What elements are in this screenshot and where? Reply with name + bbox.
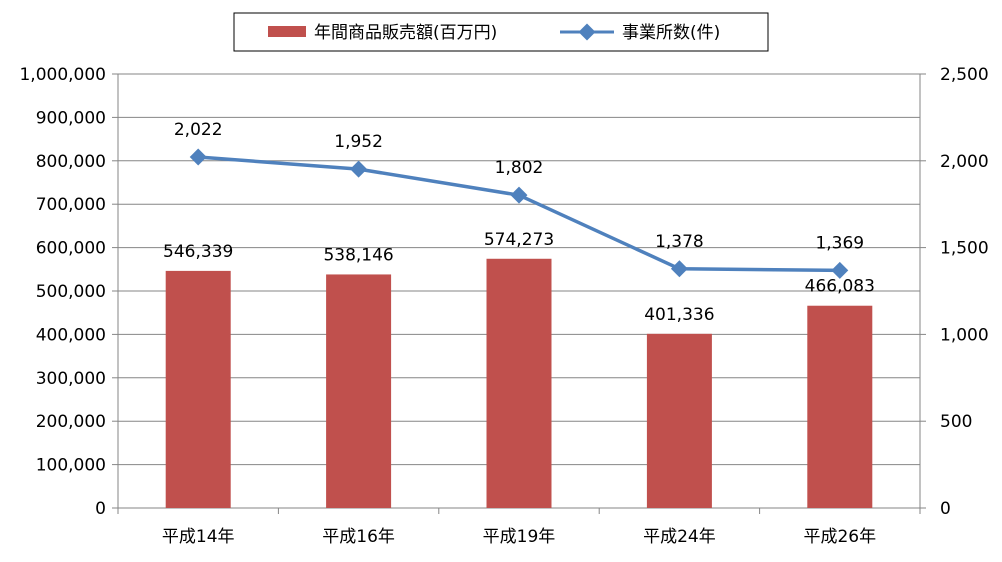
x-tick-label: 平成26年 (803, 527, 876, 547)
bar-data-label: 401,336 (644, 305, 714, 325)
bar (807, 305, 873, 508)
line-data-label: 1,802 (495, 158, 544, 178)
right-tick-label: 1,000 (940, 325, 989, 345)
x-tick-label: 平成24年 (643, 527, 716, 547)
line-marker (831, 261, 849, 279)
left-tick-label: 300,000 (36, 369, 106, 389)
left-tick-label: 500,000 (36, 282, 106, 302)
legend-line-marker (578, 23, 596, 41)
bar-data-label: 538,146 (323, 245, 393, 265)
left-tick-label: 1,000,000 (19, 65, 106, 85)
left-tick-label: 700,000 (36, 195, 106, 215)
left-tick-label: 100,000 (36, 456, 106, 476)
bar-series (165, 258, 873, 508)
line-data-label: 2,022 (174, 120, 223, 140)
legend: 年間商品販売額(百万円) 事業所数(件) (233, 12, 769, 52)
right-axis-ticks: 0 500 1,000 1,500 2,000 2,500 (920, 65, 989, 519)
legend-line-label: 事業所数(件) (622, 23, 720, 43)
legend-bar-swatch (268, 26, 306, 37)
bar (646, 333, 712, 508)
right-tick-label: 0 (940, 499, 951, 519)
left-tick-label: 800,000 (36, 152, 106, 172)
left-tick-label: 400,000 (36, 325, 106, 345)
bar-data-labels: 546,339 538,146 574,273 401,336 466,083 (163, 230, 875, 325)
right-tick-label: 2,500 (940, 65, 989, 85)
line-data-label: 1,378 (655, 232, 704, 252)
x-tick-label: 平成19年 (483, 527, 556, 547)
left-tick-label: 900,000 (36, 108, 106, 128)
line-data-label: 1,952 (334, 132, 383, 152)
bar-data-label: 546,339 (163, 242, 233, 262)
line-marker (350, 160, 368, 178)
bar-data-label: 574,273 (484, 230, 554, 250)
bar (486, 258, 552, 508)
bar (326, 274, 392, 508)
right-tick-label: 500 (940, 412, 972, 432)
line-series (189, 148, 849, 279)
line-marker (670, 260, 688, 278)
x-axis-ticks: 平成14年 平成16年 平成19年 平成24年 平成26年 (117, 508, 921, 547)
right-tick-label: 2,000 (940, 152, 989, 172)
x-tick-label: 平成14年 (162, 527, 235, 547)
legend-bar-label: 年間商品販売額(百万円) (314, 23, 497, 43)
line-data-labels: 2,022 1,952 1,802 1,378 1,369 (174, 120, 864, 253)
right-tick-label: 1,500 (940, 239, 989, 259)
left-axis-ticks: 0 100,000 200,000 300,000 400,000 500,000 600,… (19, 65, 118, 519)
line-marker (510, 186, 528, 204)
line-marker (189, 148, 207, 166)
line-data-label: 1,369 (815, 233, 864, 253)
bar-data-label: 466,083 (805, 277, 875, 297)
legend-box (233, 12, 769, 52)
bar (165, 270, 231, 508)
left-tick-label: 0 (95, 499, 106, 519)
x-tick-label: 平成16年 (322, 527, 395, 547)
left-tick-label: 600,000 (36, 239, 106, 259)
left-tick-label: 200,000 (36, 412, 106, 432)
